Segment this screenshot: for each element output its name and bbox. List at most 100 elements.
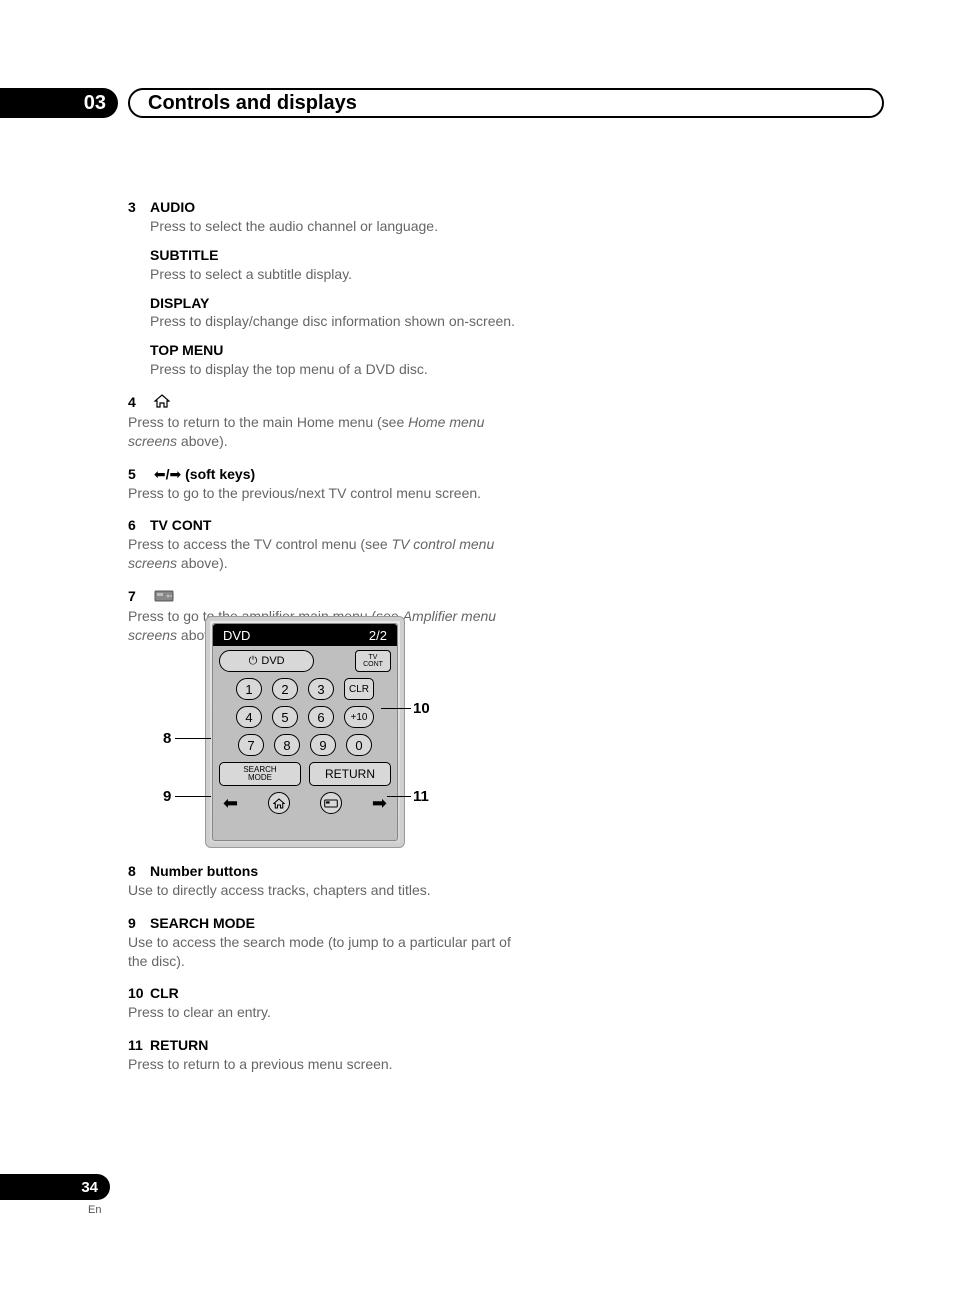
num-5: 5 xyxy=(272,706,298,728)
bottom-row: ⬅ ➡ xyxy=(219,792,391,814)
text: above). xyxy=(177,433,228,449)
sub-head: TOP MENU xyxy=(150,341,518,360)
sub-head: DISPLAY xyxy=(150,294,518,313)
section-num: 10 xyxy=(128,984,150,1003)
tvcont-button: TV CONT xyxy=(355,650,391,672)
plus10-button: +10 xyxy=(344,706,374,728)
section-num: 5 xyxy=(128,465,150,484)
chapter-title: Controls and displays xyxy=(148,92,357,115)
arrow-right-icon: ➡ xyxy=(170,466,182,482)
num-8: 8 xyxy=(274,734,300,756)
section-head: CLR xyxy=(150,985,179,1001)
sub-desc: Press to display the top menu of a DVD d… xyxy=(150,360,518,379)
section-head: Number buttons xyxy=(150,863,258,879)
num-row-2: 4 5 6 +10 xyxy=(219,706,391,728)
callout-line xyxy=(175,796,211,797)
num-1: 1 xyxy=(236,678,262,700)
callout-8: 8 xyxy=(163,730,171,747)
language-label: En xyxy=(88,1204,101,1216)
section-num: 9 xyxy=(128,914,150,933)
num-6: 6 xyxy=(308,706,334,728)
section-num: 3 xyxy=(128,198,150,217)
arrow-right-icon: ➡ xyxy=(372,793,387,814)
section-head: ⬅/➡ (soft keys) xyxy=(154,466,255,482)
sub-desc: Press to display/change disc information… xyxy=(150,312,518,331)
num-7: 7 xyxy=(238,734,264,756)
section-desc: Press to return to a previous menu scree… xyxy=(128,1055,518,1074)
callout-line xyxy=(381,708,411,709)
section-head: TV CONT xyxy=(150,517,211,533)
section-num: 8 xyxy=(128,862,150,881)
section-head: RETURN xyxy=(150,1037,208,1053)
page-number-badge: 34 xyxy=(0,1174,110,1200)
section-head: AUDIO xyxy=(150,199,195,215)
amp-icon xyxy=(154,588,174,607)
subsection: TOP MENU Press to display the top menu o… xyxy=(150,341,518,379)
body-column-lower: 8Number buttons Use to directly access t… xyxy=(128,862,518,1088)
section-desc: Use to access the search mode (to jump t… xyxy=(128,933,518,971)
text: MODE xyxy=(248,774,272,782)
home-circle-icon xyxy=(268,792,290,814)
callout-line xyxy=(175,738,211,739)
header-right: 2/2 xyxy=(369,628,387,643)
chapter-title-pill: Controls and displays xyxy=(128,88,884,118)
section-desc: Press to access the TV control menu (see… xyxy=(128,535,518,573)
clr-button: CLR xyxy=(344,678,374,700)
section-desc: Press to go to the previous/next TV cont… xyxy=(128,484,518,503)
sub-desc: Press to select a subtitle display. xyxy=(150,265,518,284)
num-0: 0 xyxy=(346,734,372,756)
section-11: 11RETURN Press to return to a previous m… xyxy=(128,1036,518,1074)
arrow-left-icon: ⬅ xyxy=(223,793,238,814)
num-9: 9 xyxy=(310,734,336,756)
section-3: 3AUDIO Press to select the audio channel… xyxy=(128,198,518,379)
remote-diagram: DVD 2/2 ⏻ DVD TV CONT 1 2 3 CLR xyxy=(165,616,445,856)
num-3: 3 xyxy=(308,678,334,700)
num-row-3: 7 8 9 0 xyxy=(219,734,391,756)
home-icon xyxy=(154,394,170,413)
search-mode-button: SEARCH MODE xyxy=(219,762,301,786)
section-6: 6TV CONT Press to access the TV control … xyxy=(128,516,518,573)
section-head: SEARCH MODE xyxy=(150,915,255,931)
section-9: 9SEARCH MODE Use to access the search mo… xyxy=(128,914,518,971)
callout-9: 9 xyxy=(163,788,171,805)
section-desc: Press to select the audio channel or lan… xyxy=(150,217,518,236)
callout-10: 10 xyxy=(413,700,430,717)
body-column: 3AUDIO Press to select the audio channel… xyxy=(128,198,518,659)
text: TV xyxy=(369,654,378,661)
text: DVD xyxy=(261,655,284,667)
header-left: DVD xyxy=(223,628,250,643)
num-4: 4 xyxy=(236,706,262,728)
section-desc: Press to return to the main Home menu (s… xyxy=(128,413,518,451)
text: (soft keys) xyxy=(181,466,255,482)
section-desc: Use to directly access tracks, chapters … xyxy=(128,881,518,900)
subsection: DISPLAY Press to display/change disc inf… xyxy=(150,294,518,332)
remote-screen-header: DVD 2/2 xyxy=(213,624,397,646)
text: CONT xyxy=(363,661,383,668)
remote-body: DVD 2/2 ⏻ DVD TV CONT 1 2 3 CLR xyxy=(205,616,405,848)
callout-11: 11 xyxy=(413,788,429,805)
power-icon: ⏻ xyxy=(249,655,258,668)
section-num: 6 xyxy=(128,516,150,535)
section-4: 4 Press to return to the main Home menu … xyxy=(128,393,518,451)
section-num: 11 xyxy=(128,1036,150,1055)
section-5: 5 ⬅/➡ (soft keys) Press to go to the pre… xyxy=(128,465,518,503)
text: Press to access the TV control menu (see xyxy=(128,536,392,552)
remote-screen: DVD 2/2 ⏻ DVD TV CONT 1 2 3 CLR xyxy=(212,623,398,841)
section-10: 10CLR Press to clear an entry. xyxy=(128,984,518,1022)
section-8: 8Number buttons Use to directly access t… xyxy=(128,862,518,900)
dvd-button: ⏻ DVD xyxy=(219,650,314,672)
text: Press to return to the main Home menu (s… xyxy=(128,414,408,430)
sub-head: SUBTITLE xyxy=(150,246,518,265)
subsection: SUBTITLE Press to select a subtitle disp… xyxy=(150,246,518,284)
callout-line xyxy=(387,796,411,797)
row-dvd: ⏻ DVD TV CONT xyxy=(219,650,391,672)
chapter-header: 03 Controls and displays xyxy=(0,88,954,118)
section-num: 7 xyxy=(128,587,150,606)
num-row-1: 1 2 3 CLR xyxy=(219,678,391,700)
chapter-number-badge: 03 xyxy=(0,88,118,118)
row-search-return: SEARCH MODE RETURN xyxy=(219,762,391,786)
section-desc: Press to clear an entry. xyxy=(128,1003,518,1022)
return-button: RETURN xyxy=(309,762,391,786)
text: above). xyxy=(177,555,228,571)
section-num: 4 xyxy=(128,393,150,412)
